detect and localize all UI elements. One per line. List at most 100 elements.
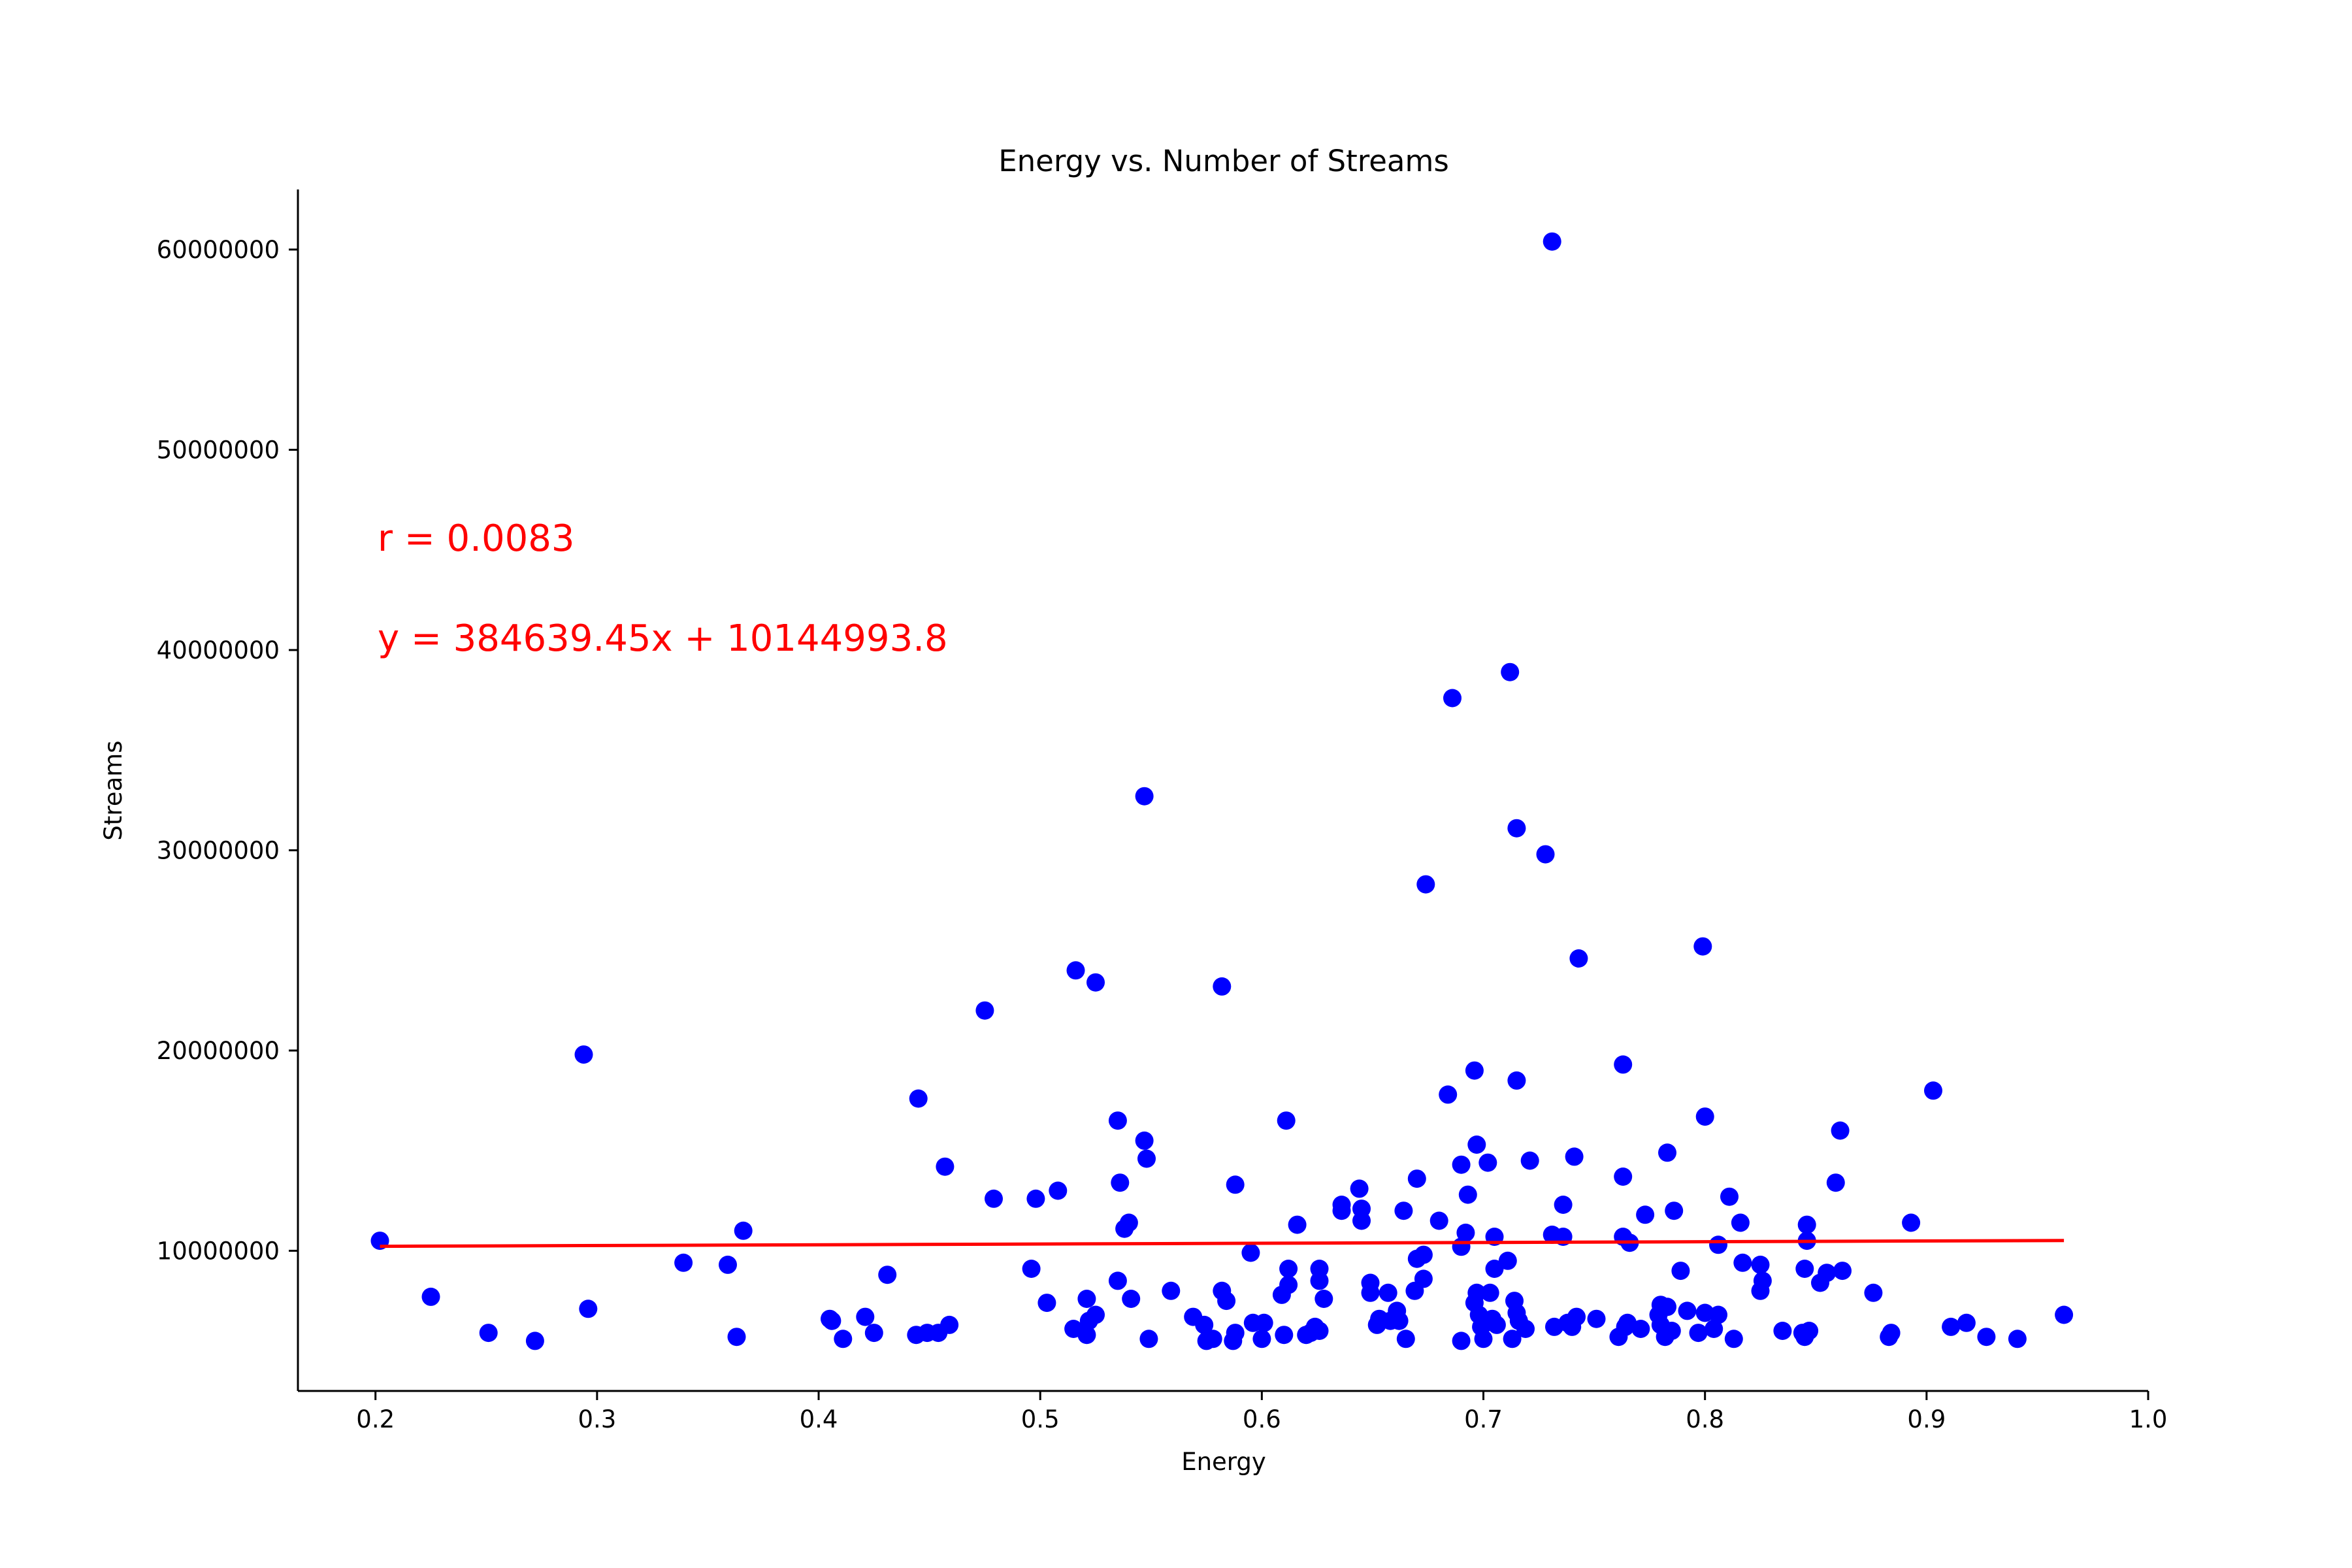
data-point <box>1631 1320 1650 1338</box>
x-tick-label: 0.2 <box>356 1405 395 1433</box>
data-point <box>1310 1322 1329 1340</box>
data-point <box>1241 1243 1260 1262</box>
data-point <box>1705 1320 1723 1338</box>
x-tick-label: 0.6 <box>1243 1405 1281 1433</box>
data-point <box>1379 1283 1397 1302</box>
data-point <box>1724 1330 1743 1348</box>
data-point <box>1536 845 1555 864</box>
data-point <box>1818 1264 1837 1282</box>
correlation-annotation: r = 0.0083 <box>378 517 575 560</box>
data-point <box>1439 1085 1458 1104</box>
y-tick-label: 50000000 <box>157 436 280 464</box>
data-point <box>940 1315 959 1334</box>
data-point <box>1026 1189 1045 1208</box>
x-tick-label: 0.3 <box>578 1405 616 1433</box>
data-point <box>1587 1309 1606 1328</box>
data-point <box>1882 1324 1901 1343</box>
data-point <box>1658 1298 1676 1316</box>
x-axis-ticks: 0.2 0.3 0.4 0.5 0.6 0.7 0.8 0.9 1.0 <box>356 1391 2167 1433</box>
scatter-points <box>370 232 2074 1350</box>
x-tick-label: 0.7 <box>1464 1405 1503 1433</box>
data-point <box>1288 1215 1307 1234</box>
data-point <box>1678 1301 1697 1320</box>
data-point <box>1452 1155 1471 1174</box>
data-point <box>1022 1260 1041 1278</box>
data-point <box>1277 1111 1296 1130</box>
data-point <box>1162 1281 1181 1300</box>
x-tick-label: 0.4 <box>800 1405 838 1433</box>
data-point <box>1474 1330 1493 1348</box>
y-tick-label: 20000000 <box>157 1037 280 1065</box>
data-point <box>1135 787 1154 806</box>
data-point <box>1693 937 1712 956</box>
data-point <box>674 1253 693 1272</box>
data-point <box>1416 875 1435 894</box>
data-point <box>1086 973 1105 992</box>
data-point <box>1332 1196 1351 1214</box>
data-point <box>1924 1081 1942 1100</box>
data-point <box>1275 1326 1294 1345</box>
data-point <box>1252 1330 1271 1348</box>
data-point <box>1478 1153 1497 1172</box>
data-point <box>1465 1061 1484 1080</box>
data-point <box>1429 1211 1448 1230</box>
data-point <box>1709 1305 1727 1324</box>
data-point <box>1554 1196 1573 1214</box>
data-point <box>878 1266 897 1284</box>
data-point <box>1394 1201 1413 1220</box>
y-tick-label: 30000000 <box>157 836 280 864</box>
data-point <box>1709 1235 1727 1254</box>
regression-equation-annotation: y = 384639.45x + 10144993.8 <box>378 617 948 660</box>
data-point <box>1797 1215 1816 1234</box>
y-axis-label: Streams <box>99 740 127 840</box>
y-tick-label: 60000000 <box>157 236 280 264</box>
data-point <box>1361 1273 1380 1292</box>
data-point <box>1122 1290 1141 1308</box>
x-tick-label: 0.8 <box>1686 1405 1724 1433</box>
data-point <box>1315 1290 1333 1308</box>
data-point <box>1902 1213 1921 1232</box>
data-point <box>1833 1262 1852 1281</box>
data-point <box>856 1307 875 1326</box>
data-point <box>1213 977 1232 996</box>
data-point <box>1507 819 1526 838</box>
data-point <box>421 1287 440 1306</box>
data-point <box>1753 1271 1772 1290</box>
data-point <box>1826 1173 1845 1192</box>
data-point <box>864 1324 883 1343</box>
data-point <box>1689 1324 1708 1343</box>
data-point <box>1452 1331 1471 1350</box>
data-point <box>1720 1187 1739 1206</box>
data-point <box>1543 232 1561 251</box>
data-point <box>525 1331 544 1350</box>
data-point <box>1350 1179 1369 1198</box>
data-point <box>1414 1269 1433 1288</box>
y-tick-label: 40000000 <box>157 636 280 664</box>
data-point <box>1108 1271 1127 1290</box>
data-point <box>1226 1324 1245 1343</box>
data-point <box>1567 1307 1586 1326</box>
data-point <box>734 1221 753 1240</box>
data-point <box>1614 1168 1633 1186</box>
data-point <box>823 1311 841 1330</box>
y-tick-label: 10000000 <box>157 1237 280 1265</box>
data-point <box>1487 1315 1506 1334</box>
data-point <box>1507 1071 1526 1090</box>
data-point <box>579 1299 598 1318</box>
x-tick-label: 0.5 <box>1021 1405 1060 1433</box>
data-point <box>1636 1205 1655 1224</box>
data-point <box>1139 1330 1158 1348</box>
data-point <box>1443 689 1462 708</box>
data-point <box>1077 1326 1096 1345</box>
data-point <box>1037 1294 1056 1313</box>
data-point <box>1662 1322 1681 1340</box>
data-point <box>1352 1200 1371 1218</box>
data-point <box>1279 1275 1298 1294</box>
data-point <box>1049 1181 1068 1200</box>
data-point <box>1751 1255 1770 1274</box>
x-tick-label: 1.0 <box>2129 1405 2168 1433</box>
data-point <box>1498 1251 1517 1270</box>
data-point <box>1077 1290 1096 1308</box>
data-point <box>1108 1111 1127 1130</box>
